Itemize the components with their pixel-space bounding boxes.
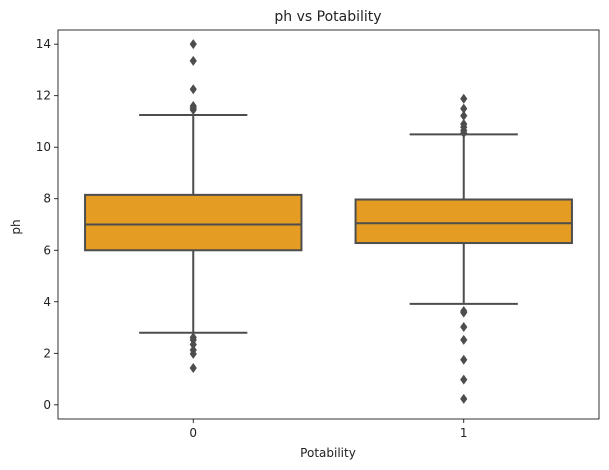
y-tick-label: 0 (43, 398, 51, 412)
outlier-point (460, 374, 468, 385)
y-tick-label: 4 (43, 295, 51, 309)
x-axis-label: Potability (300, 446, 356, 460)
outlier-point (189, 362, 197, 373)
outlier-point (460, 103, 468, 114)
plot-area (84, 39, 573, 404)
plot-frame (57, 29, 600, 420)
chart-title: ph vs Potability (274, 9, 381, 25)
outlier-point (460, 110, 468, 121)
outlier-point (460, 334, 468, 345)
y-tick-label: 2 (43, 346, 51, 360)
outlier-point (460, 306, 468, 317)
y-tick-label: 12 (36, 89, 51, 103)
box-iqr (354, 198, 573, 245)
outlier-point (189, 84, 197, 95)
outlier-point (189, 39, 197, 50)
y-tick-label: 10 (36, 140, 51, 154)
box-iqr (84, 193, 303, 252)
outlier-point (189, 332, 197, 343)
y-tick-label: 14 (36, 37, 51, 51)
y-tick-label: 8 (43, 192, 51, 206)
outlier-point (460, 393, 468, 404)
box-group-1 (354, 93, 573, 404)
outlier-point (189, 344, 197, 355)
outlier-point (460, 354, 468, 365)
outlier-point (189, 100, 197, 111)
outlier-point (460, 119, 468, 130)
y-axis-label: ph (9, 219, 23, 234)
outlier-point (460, 93, 468, 104)
x-tick-label: 0 (189, 426, 197, 440)
x-tick-label: 1 (460, 426, 468, 440)
y-axis: 0 2 4 6 8 10 12 14 (36, 37, 58, 412)
outlier-point (189, 55, 197, 66)
outlier-point (460, 322, 468, 333)
box-group-0 (84, 39, 303, 373)
y-tick-label: 6 (43, 243, 51, 257)
